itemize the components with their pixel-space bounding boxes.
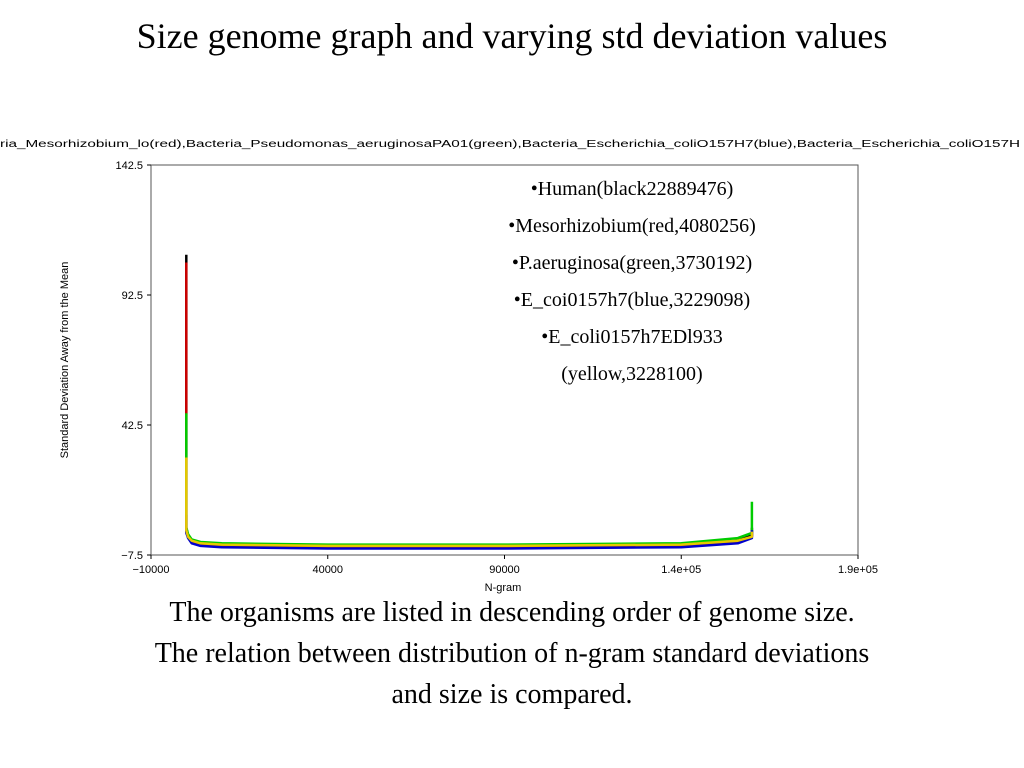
caption-line-1: The organisms are listed in descending o…: [169, 597, 855, 628]
series-lines: [185, 254, 754, 550]
x-tick-label: 1.4e+05: [661, 564, 701, 576]
x-tick-label: 1.9e+05: [838, 564, 878, 576]
y-tick-label: 142.5: [115, 160, 143, 172]
y-tick-label: 42.5: [122, 420, 143, 432]
x-tick-label: −10000: [132, 564, 169, 576]
legend-entry: •E_coli0157h7EDl933: [541, 326, 722, 348]
y-axis-label: Standard Deviation Away from the Mean: [59, 262, 71, 459]
legend: •Human(black22889476) •Mesorhizobium(red,…: [508, 178, 756, 385]
x-tick-label: 90000: [489, 564, 520, 576]
series-line: [185, 413, 754, 546]
y-axis: −7.5 42.5 92.5 142.5: [115, 160, 151, 562]
legend-entry: •Mesorhizobium(red,4080256): [508, 215, 756, 237]
x-axis-label: N-gram: [485, 582, 522, 594]
legend-entry: •P.aeruginosa(green,3730192): [512, 252, 752, 274]
legend-entry: •E_coi0157h7(blue,3229098): [514, 289, 750, 311]
slide-title: Size genome graph and varying std deviat…: [136, 16, 888, 56]
series-header-text: ria_Mesorhizobium_lo(red),Bacteria_Pseud…: [0, 139, 1020, 150]
caption: The organisms are listed in descending o…: [70, 592, 954, 715]
caption-line-3: and size is compared.: [391, 679, 633, 710]
x-axis: −10000 40000 90000 1.4e+05 1.9e+05: [132, 555, 878, 576]
series-line: [185, 457, 754, 548]
x-tick-label: 40000: [312, 564, 343, 576]
y-tick-label: 92.5: [122, 290, 143, 302]
line-chart: ria_Mesorhizobium_lo(red),Bacteria_Pseud…: [0, 139, 1020, 594]
legend-entry: (yellow,3228100): [561, 363, 702, 385]
y-tick-label: −7.5: [121, 550, 143, 562]
caption-line-2: The relation between distribution of n-g…: [154, 638, 870, 669]
legend-entry: •Human(black22889476): [531, 178, 734, 200]
